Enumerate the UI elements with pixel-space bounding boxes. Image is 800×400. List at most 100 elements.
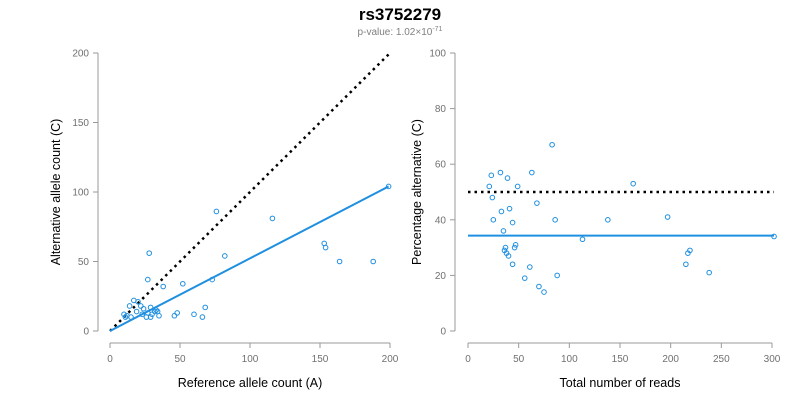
data-point	[385, 183, 392, 190]
y-tick-label: 40	[435, 215, 447, 226]
data-point	[146, 250, 152, 256]
data-point	[541, 289, 547, 295]
data-point	[213, 208, 220, 215]
data-point	[209, 276, 215, 283]
data-point	[126, 303, 133, 309]
data-point	[121, 311, 127, 318]
data-point	[489, 194, 496, 201]
x-tick-label: 0	[107, 354, 113, 365]
y-tick-label: 80	[435, 104, 447, 115]
fit-line	[109, 185, 390, 332]
data-point	[536, 283, 542, 290]
data-point	[147, 304, 154, 311]
y-tick-label: 0	[440, 327, 446, 338]
data-point	[171, 312, 178, 319]
data-point	[683, 261, 689, 268]
data-point	[505, 253, 512, 259]
allele-count-scatter-panel: 0 50 100 150 200 0 50 100 150 200 Reference allele…	[49, 49, 399, 391]
x-axis-label: Reference allele count (A)	[178, 376, 323, 390]
y-tick-label: 60	[435, 160, 447, 171]
data-point	[139, 311, 145, 318]
x-tick-label: 0	[465, 354, 471, 365]
data-point	[147, 314, 154, 320]
data-point	[135, 299, 141, 305]
data-point	[534, 200, 540, 206]
data-point	[549, 141, 555, 148]
x-tick-label: 200	[662, 354, 679, 365]
data-point	[138, 303, 144, 309]
data-point	[605, 217, 611, 223]
data-point	[322, 244, 329, 251]
y-tick-label: 100	[429, 49, 446, 60]
data-point	[527, 264, 533, 270]
data-point	[202, 304, 208, 311]
data-point	[664, 214, 671, 220]
data-point	[490, 217, 497, 223]
data-point	[180, 280, 186, 287]
data-point	[509, 219, 516, 226]
pvalue-prefix: p-value: 1.02×10	[358, 27, 433, 38]
data-point	[153, 307, 159, 313]
x-tick-label: 150	[612, 354, 629, 365]
data-point	[506, 205, 513, 212]
x-tick-label: 50	[174, 354, 186, 365]
data-point	[771, 233, 777, 240]
y-tick-label: 50	[78, 257, 90, 268]
data-point	[498, 208, 505, 215]
pvalue-exponent: -71	[432, 26, 442, 33]
x-tick-label: 50	[513, 354, 525, 365]
data-point	[128, 314, 134, 320]
data-point	[269, 215, 276, 222]
y-axis-label: Alternative allele count (C)	[49, 119, 63, 266]
data-point	[552, 217, 558, 223]
data-point	[500, 228, 507, 234]
data-point	[199, 314, 206, 320]
y-tick-label: 150	[72, 118, 89, 129]
data-point	[529, 169, 535, 176]
data-point	[156, 312, 162, 319]
data-point	[149, 311, 155, 318]
data-point	[687, 247, 693, 254]
data-point	[488, 172, 495, 179]
data-point	[191, 311, 197, 318]
x-tick-label: 300	[764, 354, 781, 365]
data-point	[512, 242, 519, 248]
x-tick-label: 200	[382, 354, 399, 365]
data-point	[509, 261, 516, 268]
y-tick-label: 20	[435, 271, 447, 282]
y-axis-label: Percentage alternative (C)	[410, 119, 424, 265]
data-point	[174, 310, 180, 316]
data-point	[160, 283, 166, 290]
data-point	[579, 236, 586, 243]
x-tick-label: 100	[242, 354, 259, 365]
data-point	[497, 169, 504, 176]
data-point	[145, 276, 151, 283]
data-point	[630, 180, 636, 187]
x-tick-label: 250	[713, 354, 730, 365]
data-point	[486, 183, 493, 190]
data-point	[122, 314, 129, 320]
data-point	[140, 305, 147, 312]
x-tick-label: 100	[561, 354, 578, 365]
data-point	[152, 308, 158, 315]
data-point	[511, 244, 518, 251]
data-point	[521, 275, 528, 281]
reference-line	[109, 52, 391, 332]
data-point	[502, 244, 509, 251]
pvalue-subtitle: p-value: 1.02×10-71	[358, 26, 443, 38]
data-point	[514, 183, 521, 190]
percentage-alternative-scatter-panel: 0 50 100 150 200 250 300 0 20 40 60 80 100 Total numb…	[410, 49, 781, 391]
y-tick-label: 200	[72, 49, 89, 60]
x-axis-label: Total number of reads	[560, 376, 681, 390]
data-point	[222, 253, 228, 259]
x-tick-label: 150	[312, 354, 329, 365]
data-point	[133, 308, 140, 315]
data-point	[370, 258, 377, 265]
data-point	[554, 272, 560, 279]
data-point	[504, 175, 511, 181]
data-point	[706, 269, 712, 276]
chart-title: rs3752279	[359, 5, 441, 24]
data-point	[336, 258, 343, 265]
y-tick-label: 0	[83, 327, 89, 338]
